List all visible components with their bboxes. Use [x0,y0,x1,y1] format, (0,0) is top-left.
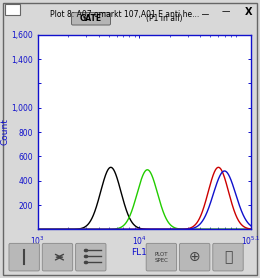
Bar [5,4,20,15]
FancyBboxPatch shape [76,243,106,271]
Text: X: X [245,7,252,17]
FancyBboxPatch shape [146,243,177,271]
Y-axis label: Count: Count [1,119,10,145]
Text: ⤢: ⤢ [224,250,232,264]
FancyBboxPatch shape [179,243,210,271]
FancyBboxPatch shape [42,243,73,271]
FancyBboxPatch shape [72,13,110,25]
Text: ⊕: ⊕ [189,250,200,264]
FancyBboxPatch shape [213,243,243,271]
Text: Plot 8: A07 omarkt 107,A01 E anti he... —: Plot 8: A07 omarkt 107,A01 E anti he... … [50,10,210,19]
FancyBboxPatch shape [9,243,39,271]
Text: (P1 in all): (P1 in all) [146,14,182,23]
X-axis label: FL1-H: FL1-H [131,248,157,257]
Text: GATE: GATE [80,14,102,23]
Text: PLOT
SPEC: PLOT SPEC [154,252,168,262]
Text: —: — [222,7,230,16]
